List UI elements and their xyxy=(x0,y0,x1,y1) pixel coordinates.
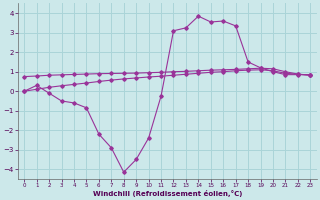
X-axis label: Windchill (Refroidissement éolien,°C): Windchill (Refroidissement éolien,°C) xyxy=(92,190,242,197)
